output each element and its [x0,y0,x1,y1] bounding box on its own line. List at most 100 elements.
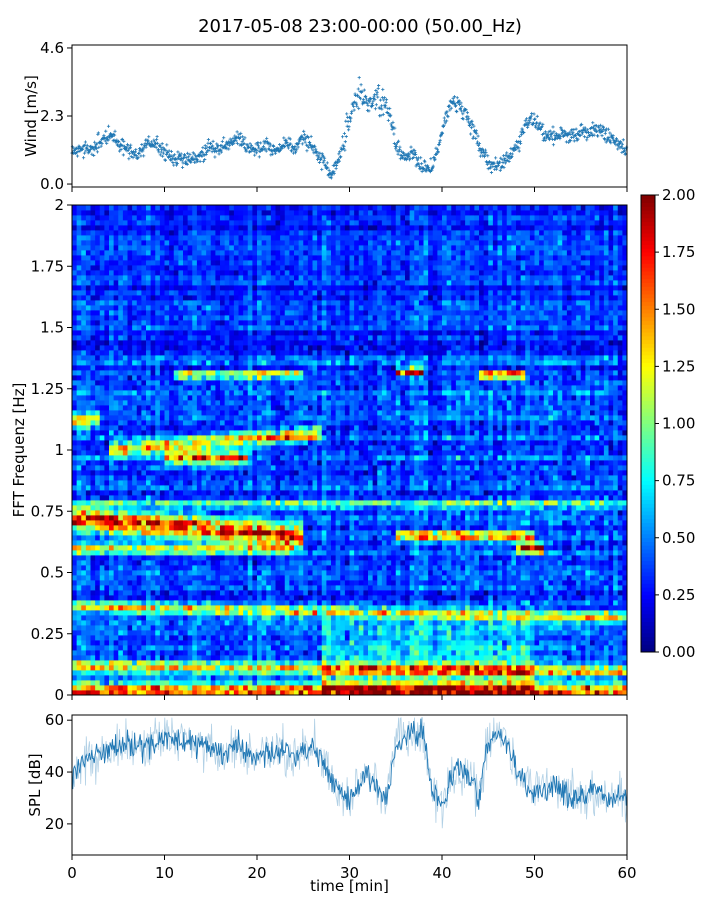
spectrogram-cell [224,660,230,666]
wind-point [105,141,109,145]
spectrogram-cell [303,650,309,656]
spectrogram-cell [617,625,623,631]
spectrogram-cell [603,680,609,686]
wind-point [169,149,174,154]
spectrogram-cell [326,620,332,626]
spectrogram-cell [335,610,341,616]
spectrogram-cell [173,610,179,616]
spectrogram-cell [511,630,517,636]
spectrogram-cell [266,600,272,606]
spectrogram-cell [224,625,230,631]
spectrogram-cell [566,650,572,656]
spectrogram-cell [432,670,438,676]
spectrogram-cell [349,570,355,576]
spectrogram-cell [261,545,267,551]
spectrogram-cell [442,645,448,651]
spectrogram-cell [497,685,503,691]
spectrogram-cell [247,570,253,576]
spectrogram-cell [460,580,466,586]
spectrogram-cell [187,540,193,546]
spectrogram-cell [146,570,152,576]
spectrogram-cell [159,540,165,546]
spectrogram-cell [423,620,429,626]
spectrogram-cell [81,575,87,581]
spectrogram-cell [354,565,360,571]
spectrogram-cell [233,620,239,626]
spectrogram-cell [294,550,300,556]
spectrogram-cell [557,655,563,661]
spectrogram-cell [418,600,424,606]
spectrogram-cell [141,575,147,581]
spectrogram-cell [442,615,448,621]
spectrogram-cell [81,675,87,681]
spectrogram-cell [488,555,494,561]
spectrogram-cell [400,670,406,676]
spectrogram-cell [85,590,91,596]
wind-point [103,139,107,143]
spectrogram-cell [400,595,406,601]
spectrogram-cell [349,680,355,686]
wind-point [263,141,267,145]
spectrogram-cell [539,540,545,546]
spectrogram-cell [488,665,494,671]
spectrogram-cell [372,600,378,606]
wind-point [147,135,151,139]
spectrogram-cell [474,665,480,671]
spectrogram-cell [85,675,91,681]
spectrogram-cell [196,640,202,646]
spectrogram-cell [210,635,216,641]
spectrogram-cell [395,575,401,581]
wind-point [192,152,196,156]
spectrogram-cell [95,540,101,546]
spectrogram-cell [229,630,235,636]
spectrogram-cell [76,620,82,626]
spectrogram-cell [548,555,554,561]
spectrogram-cell [173,545,179,551]
spectrogram-cell [257,675,263,681]
spectrogram-cell [275,650,281,656]
spectrogram-cell [488,620,494,626]
spectrogram-cell [502,670,508,676]
spectrogram-cell [284,585,290,591]
spectrogram-cell [603,565,609,571]
spectrogram-cell [113,680,119,686]
spectrogram-cell [414,610,420,616]
spectrogram-cell [479,605,485,611]
spectrogram-cell [247,600,253,606]
spectrogram-cell [280,635,286,641]
spectrogram-cell [414,665,420,671]
wind-point [259,141,263,145]
spectrogram-cell [72,555,78,561]
spectrogram-cell [465,680,471,686]
spectrogram-cell [511,635,517,641]
spectrogram-cell [164,680,170,686]
spectrogram-cell [409,575,415,581]
spectrogram-cell [455,605,461,611]
spectrogram-cell [289,555,295,561]
spectrogram-cell [206,550,212,556]
spectrogram-cell [617,645,623,651]
spectrogram-cell [317,595,323,601]
spectrogram-cell [307,600,313,606]
spectrogram-cell [275,605,281,611]
spectrogram-cell [252,675,258,681]
spectrogram-cell [280,655,286,661]
spectrogram-cell [303,645,309,651]
spectrogram-cell [331,550,337,556]
spectrogram-cell [553,550,559,556]
spectrogram-cell [76,590,82,596]
spectrogram-cell [465,605,471,611]
spectrogram-cell [187,600,193,606]
spectrogram-cell [492,605,498,611]
spectrogram-cell [132,655,138,661]
spectrogram-cell [405,665,411,671]
spectrogram-cell [437,645,443,651]
spectrogram-cell [284,630,290,636]
spectrogram-cell [118,610,124,616]
spectrogram-cell [136,585,142,591]
spectrogram-cell [580,685,586,691]
spectrogram-cell [557,605,563,611]
spectrogram-cell [613,610,619,616]
spectrogram-cell [298,640,304,646]
wind-point [190,155,194,159]
